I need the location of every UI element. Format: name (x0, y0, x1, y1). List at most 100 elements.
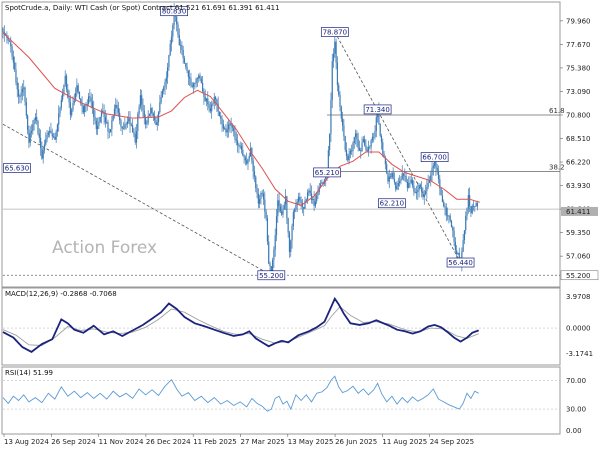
candle-body (371, 136, 374, 141)
candle-body (199, 75, 201, 79)
candle-body (82, 106, 84, 113)
candle-body (104, 116, 106, 123)
candle-body (380, 135, 383, 143)
candle-body (192, 83, 195, 87)
annotation-box (378, 198, 406, 209)
candle-body (256, 188, 258, 194)
candle-body (216, 99, 218, 104)
candle-body (422, 191, 424, 198)
candle-body (406, 181, 409, 188)
annotation-78.870: 78.870 (320, 27, 349, 37)
candle-body (300, 200, 302, 203)
candle-body (297, 196, 300, 202)
price-tick-label: 68.510 (566, 135, 591, 143)
candle-body (103, 111, 105, 117)
candle-body (21, 88, 24, 93)
candle-body (284, 196, 287, 205)
candle-body (454, 241, 456, 251)
candle-body (78, 91, 81, 99)
candle-body (65, 75, 68, 90)
candle-body (421, 186, 423, 192)
candle-body (235, 139, 237, 141)
candle-body (85, 105, 87, 106)
date-tick-label: 27 Mar 2025 (241, 438, 285, 446)
annotation-text: 78.870 (323, 29, 348, 37)
candle-body (399, 181, 401, 183)
candle-body (448, 215, 450, 217)
candle-body (415, 191, 418, 194)
candle-body (137, 114, 139, 132)
candle-body (476, 203, 479, 207)
candle-body (60, 99, 62, 108)
candle-body (342, 118, 344, 126)
candle-body (98, 121, 100, 126)
candle-body (207, 98, 209, 105)
candle-body (427, 182, 429, 188)
candle-body (187, 70, 189, 77)
candle-body (388, 176, 390, 182)
candle-body (143, 110, 145, 118)
candle-body (37, 121, 39, 134)
candle-body (319, 183, 322, 188)
candle-body (32, 124, 34, 132)
level-label-1: 61.8 (549, 107, 565, 115)
candle-body (339, 94, 341, 107)
candle-body (128, 118, 130, 122)
price-tick-label: 77.670 (566, 41, 591, 49)
candle-body (190, 78, 192, 86)
price-tick-label: 79.960 (566, 17, 591, 25)
candle-body (430, 175, 432, 181)
candle-body (282, 209, 284, 215)
annotation-box (160, 6, 188, 17)
candle-body (46, 134, 48, 140)
date-tick-label: 13 May 2025 (288, 438, 334, 446)
candle-body (360, 150, 362, 152)
rsi-header: RSI(14) 51.99 (5, 369, 53, 377)
candle-body (151, 108, 153, 114)
candle-body (441, 195, 444, 202)
candle-body (266, 217, 269, 242)
candle-body (160, 97, 162, 103)
candle-body (396, 185, 398, 190)
candle-body (170, 36, 173, 44)
candle-body (411, 179, 414, 186)
candle-body (67, 89, 69, 98)
candle-body (475, 203, 477, 207)
candle-body (303, 206, 305, 209)
candle-body (144, 117, 147, 125)
candle-body (29, 133, 31, 143)
candle-body (386, 164, 388, 173)
candle-body (369, 146, 371, 148)
candle-body (117, 107, 119, 113)
candle-body (410, 179, 412, 183)
candle-body (64, 75, 66, 85)
candle-body (121, 126, 123, 129)
candle-body (348, 154, 350, 161)
candle-body (194, 83, 196, 84)
candle-body (225, 128, 227, 133)
candle-body (42, 150, 44, 159)
candle-body (356, 133, 358, 140)
candle-body (155, 119, 157, 125)
candle-body (272, 260, 274, 273)
candle-body (378, 108, 380, 124)
price-tick-label: 70.800 (566, 111, 591, 119)
candle-body (292, 212, 294, 227)
annotation-65.210: 65.210 (313, 167, 341, 178)
candle-body (336, 62, 339, 85)
candle-body (221, 118, 223, 125)
macd-lines (2, 296, 560, 353)
candle-body (125, 124, 127, 125)
candle-body (203, 91, 205, 97)
moving-average-path (2, 32, 481, 206)
date-tick-label: 26 Sep 2024 (51, 438, 96, 446)
candle-body (28, 129, 30, 143)
candle-body (352, 143, 354, 152)
candle-body (418, 184, 420, 190)
macd-tick-label: 3.9708 (566, 293, 591, 301)
candle-body (120, 120, 122, 127)
candle-body (161, 90, 164, 98)
candle-body (443, 201, 445, 207)
candle-body (227, 124, 230, 130)
